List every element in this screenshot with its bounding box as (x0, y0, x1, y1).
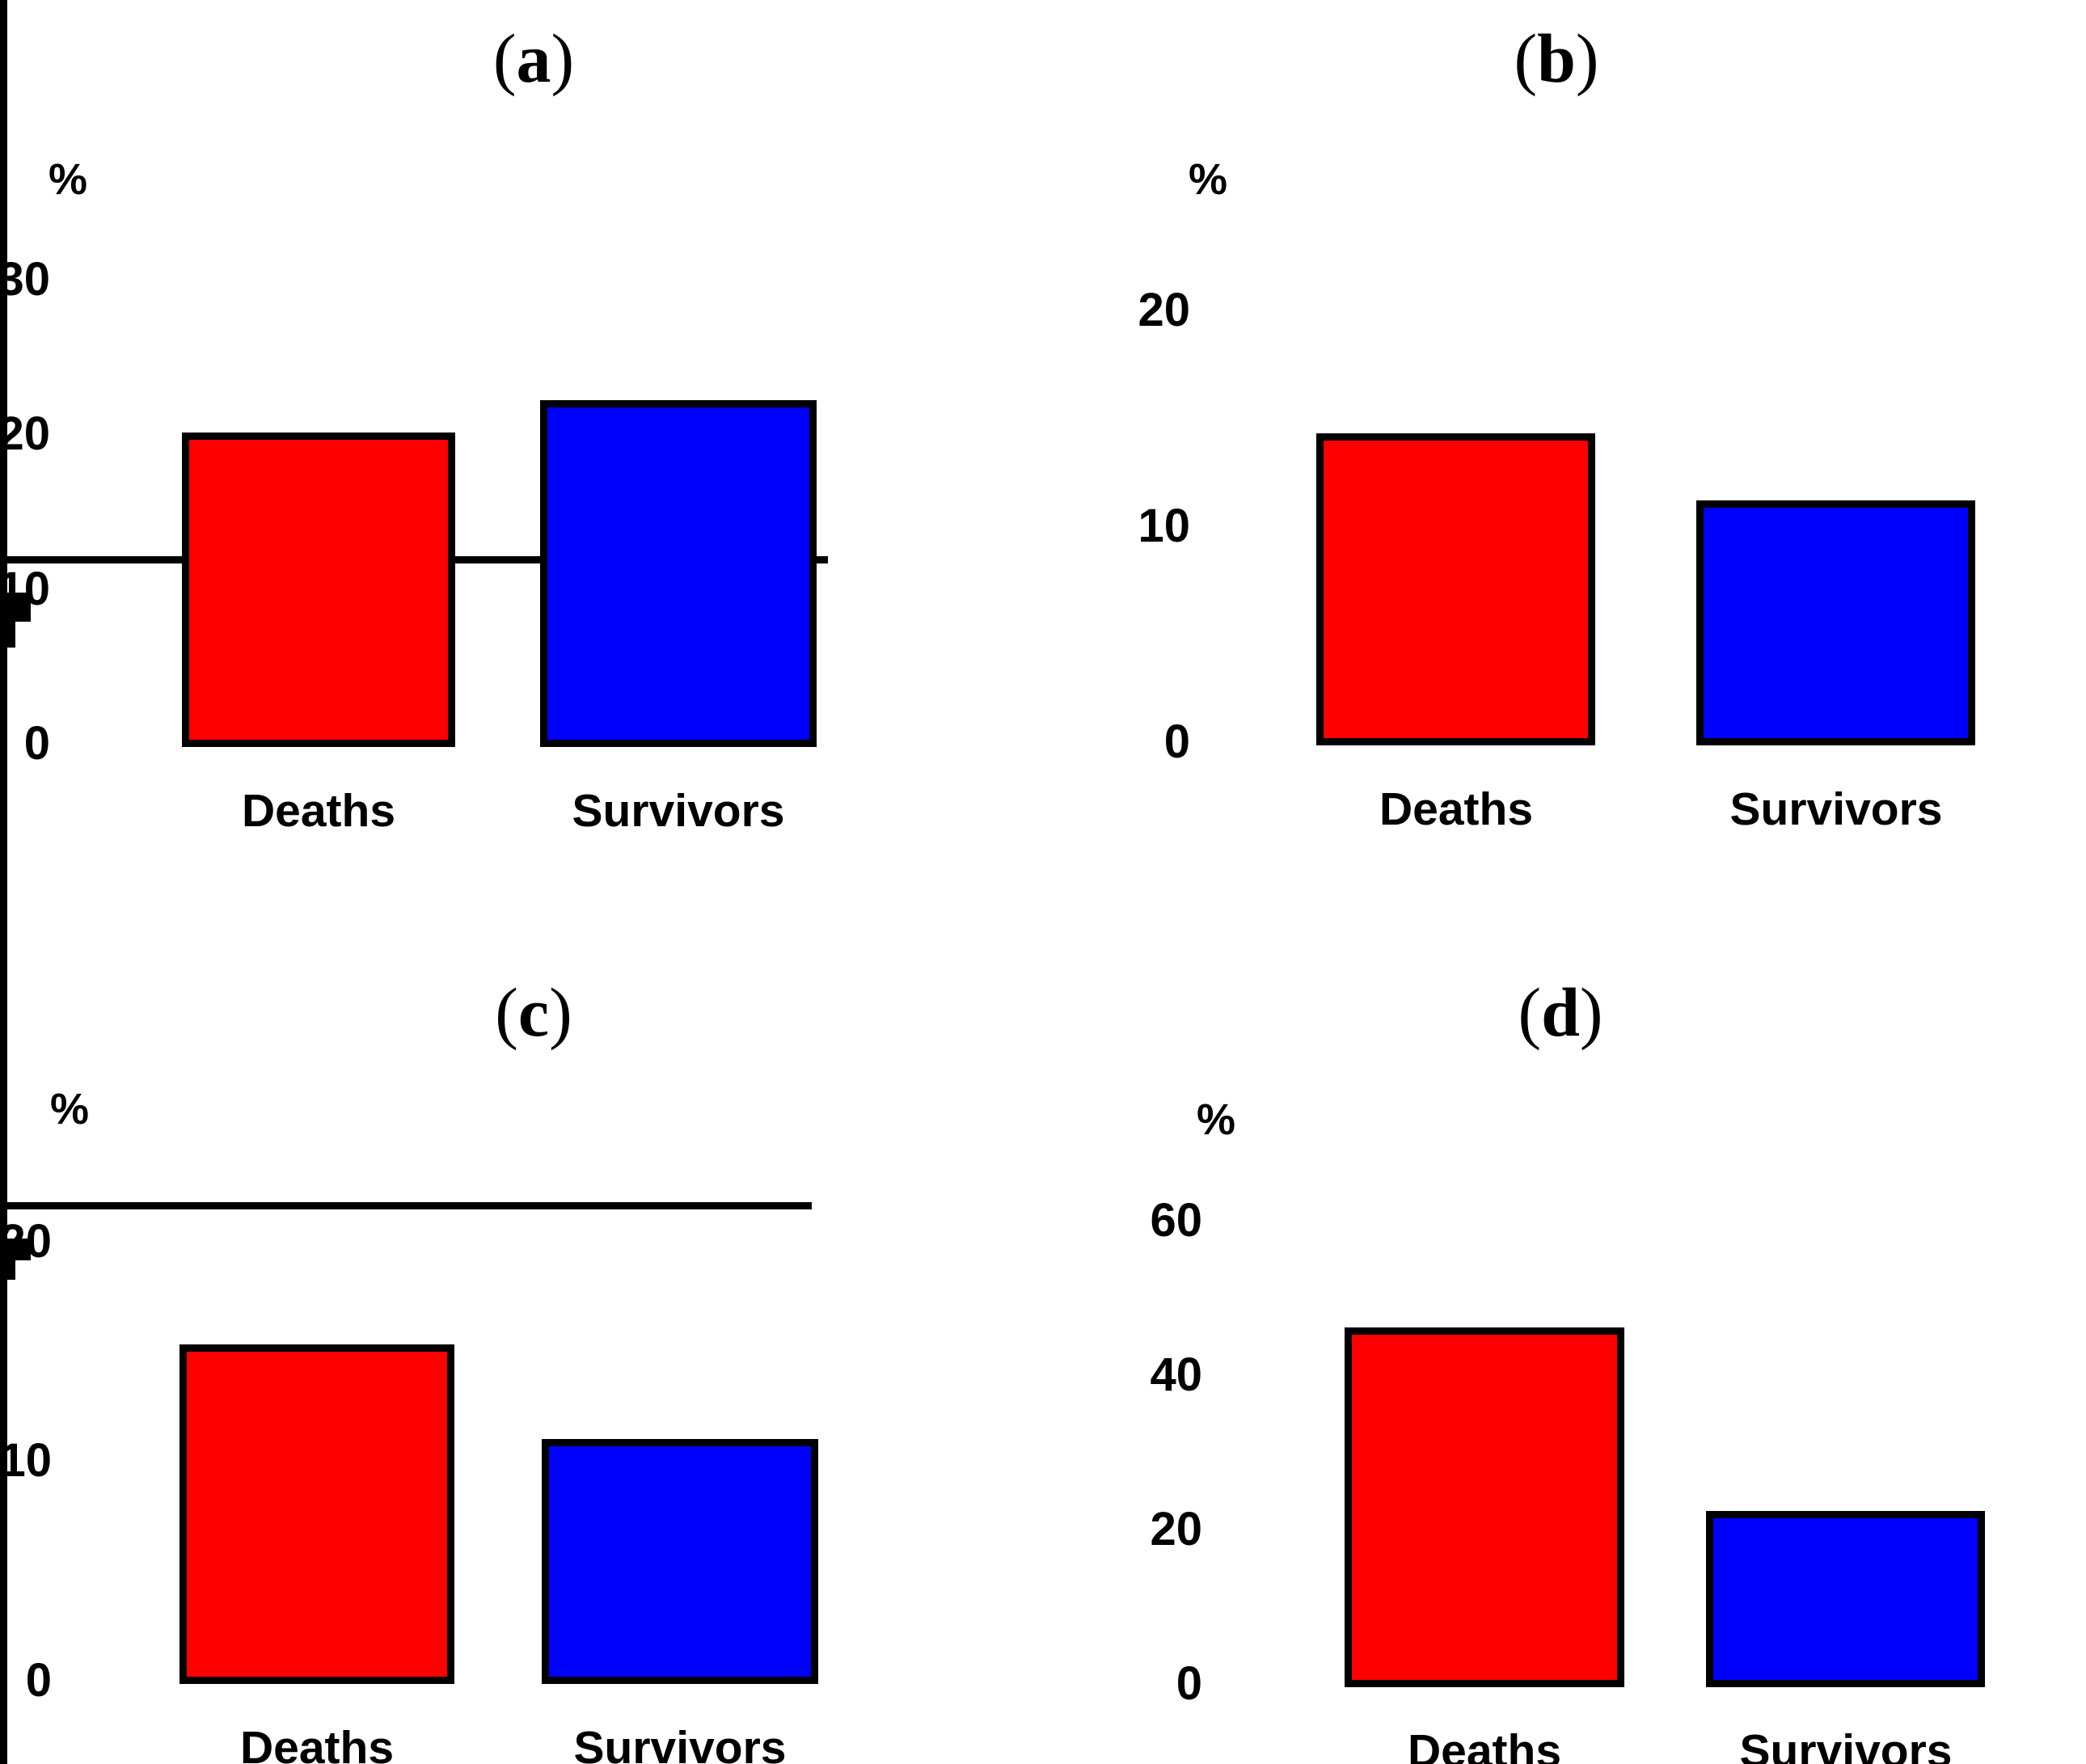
panel-title-letter: c (517, 973, 550, 1051)
bar-survivors (540, 400, 817, 747)
y-tick-label: 10 (1138, 500, 1190, 552)
panel-title-paren-open: ( (492, 19, 517, 97)
y-tick-minor (0, 1260, 15, 1267)
y-tick-minor (0, 1267, 15, 1273)
y-axis-unit-label: % (48, 155, 87, 204)
bar-label-survivors: Survivors (1729, 783, 1943, 835)
x-axis-end-tick (0, 1209, 7, 1239)
y-tick-label: 20 (0, 1215, 52, 1268)
panel-title-paren-close: ) (1575, 19, 1599, 97)
bar-label-survivors: Survivors (572, 785, 785, 837)
y-tick-minor (0, 1273, 15, 1280)
bar-deaths (182, 433, 455, 747)
bar-label-deaths: Deaths (1379, 783, 1534, 835)
bar-deaths (1345, 1327, 1624, 1687)
panel-title-paren-open: ( (1518, 973, 1542, 1051)
bar-label-survivors: Survivors (1739, 1725, 1953, 1764)
panel-title: (c) (331, 972, 736, 1053)
bar-deaths (179, 1344, 454, 1684)
y-tick-label: 20 (1150, 1503, 1202, 1555)
y-axis (0, 0, 7, 556)
bar-deaths (1316, 433, 1595, 745)
y-tick-major (0, 600, 31, 607)
bar-survivors (542, 1439, 818, 1684)
y-tick-label: 0 (1176, 1657, 1202, 1710)
y-tick-major (0, 1239, 31, 1246)
y-tick-major (0, 1253, 31, 1260)
panel-title-paren-open: ( (495, 973, 518, 1051)
y-tick-label: 10 (0, 563, 50, 615)
panel-title-letter: d (1541, 973, 1580, 1051)
y-axis-unit-label: % (49, 1085, 89, 1133)
x-axis (0, 1202, 812, 1209)
panel-title: (b) (1354, 18, 1759, 99)
bar-survivors (1696, 500, 1975, 745)
panel-title-paren-close: ) (549, 973, 572, 1051)
bar-survivors (1706, 1511, 1985, 1687)
panel-title-paren-close: ) (1579, 973, 1603, 1051)
y-axis-unit-label: % (1196, 1095, 1235, 1144)
panel-title-letter: b (1537, 19, 1576, 97)
y-tick-label: 10 (0, 1434, 52, 1487)
y-tick-major (0, 1246, 31, 1253)
y-tick-label: 20 (0, 407, 50, 460)
bar-label-deaths: Deaths (241, 785, 396, 837)
bar-label-deaths: Deaths (239, 1722, 395, 1764)
y-tick-minor (0, 622, 15, 628)
y-tick-label: 60 (1150, 1194, 1202, 1247)
panel-title: (d) (1358, 972, 1763, 1053)
y-tick-major (0, 593, 31, 600)
y-tick-label: 20 (1138, 284, 1190, 336)
bar-label-deaths: Deaths (1407, 1725, 1562, 1764)
y-tick-minor (0, 641, 15, 648)
panel-title-paren-close: ) (551, 19, 575, 97)
y-tick-label: 0 (25, 1654, 52, 1707)
y-tick-label: 0 (23, 717, 50, 770)
y-tick-label: 30 (0, 253, 50, 306)
y-tick-label: 40 (1150, 1348, 1202, 1401)
panel-title-letter: a (516, 19, 551, 97)
y-tick-major (0, 607, 31, 614)
y-tick-label: 0 (1163, 715, 1190, 768)
panel-title-paren-open: ( (1514, 19, 1538, 97)
y-axis (0, 648, 7, 1202)
y-axis (0, 1280, 7, 1764)
y-tick-minor (0, 628, 15, 635)
x-axis-end-tick (0, 563, 7, 593)
panel-title: (a) (331, 18, 736, 99)
y-tick-major (0, 614, 31, 622)
y-axis-unit-label: % (1188, 155, 1227, 204)
bar-label-survivors: Survivors (573, 1722, 787, 1764)
y-tick-minor (0, 635, 15, 641)
